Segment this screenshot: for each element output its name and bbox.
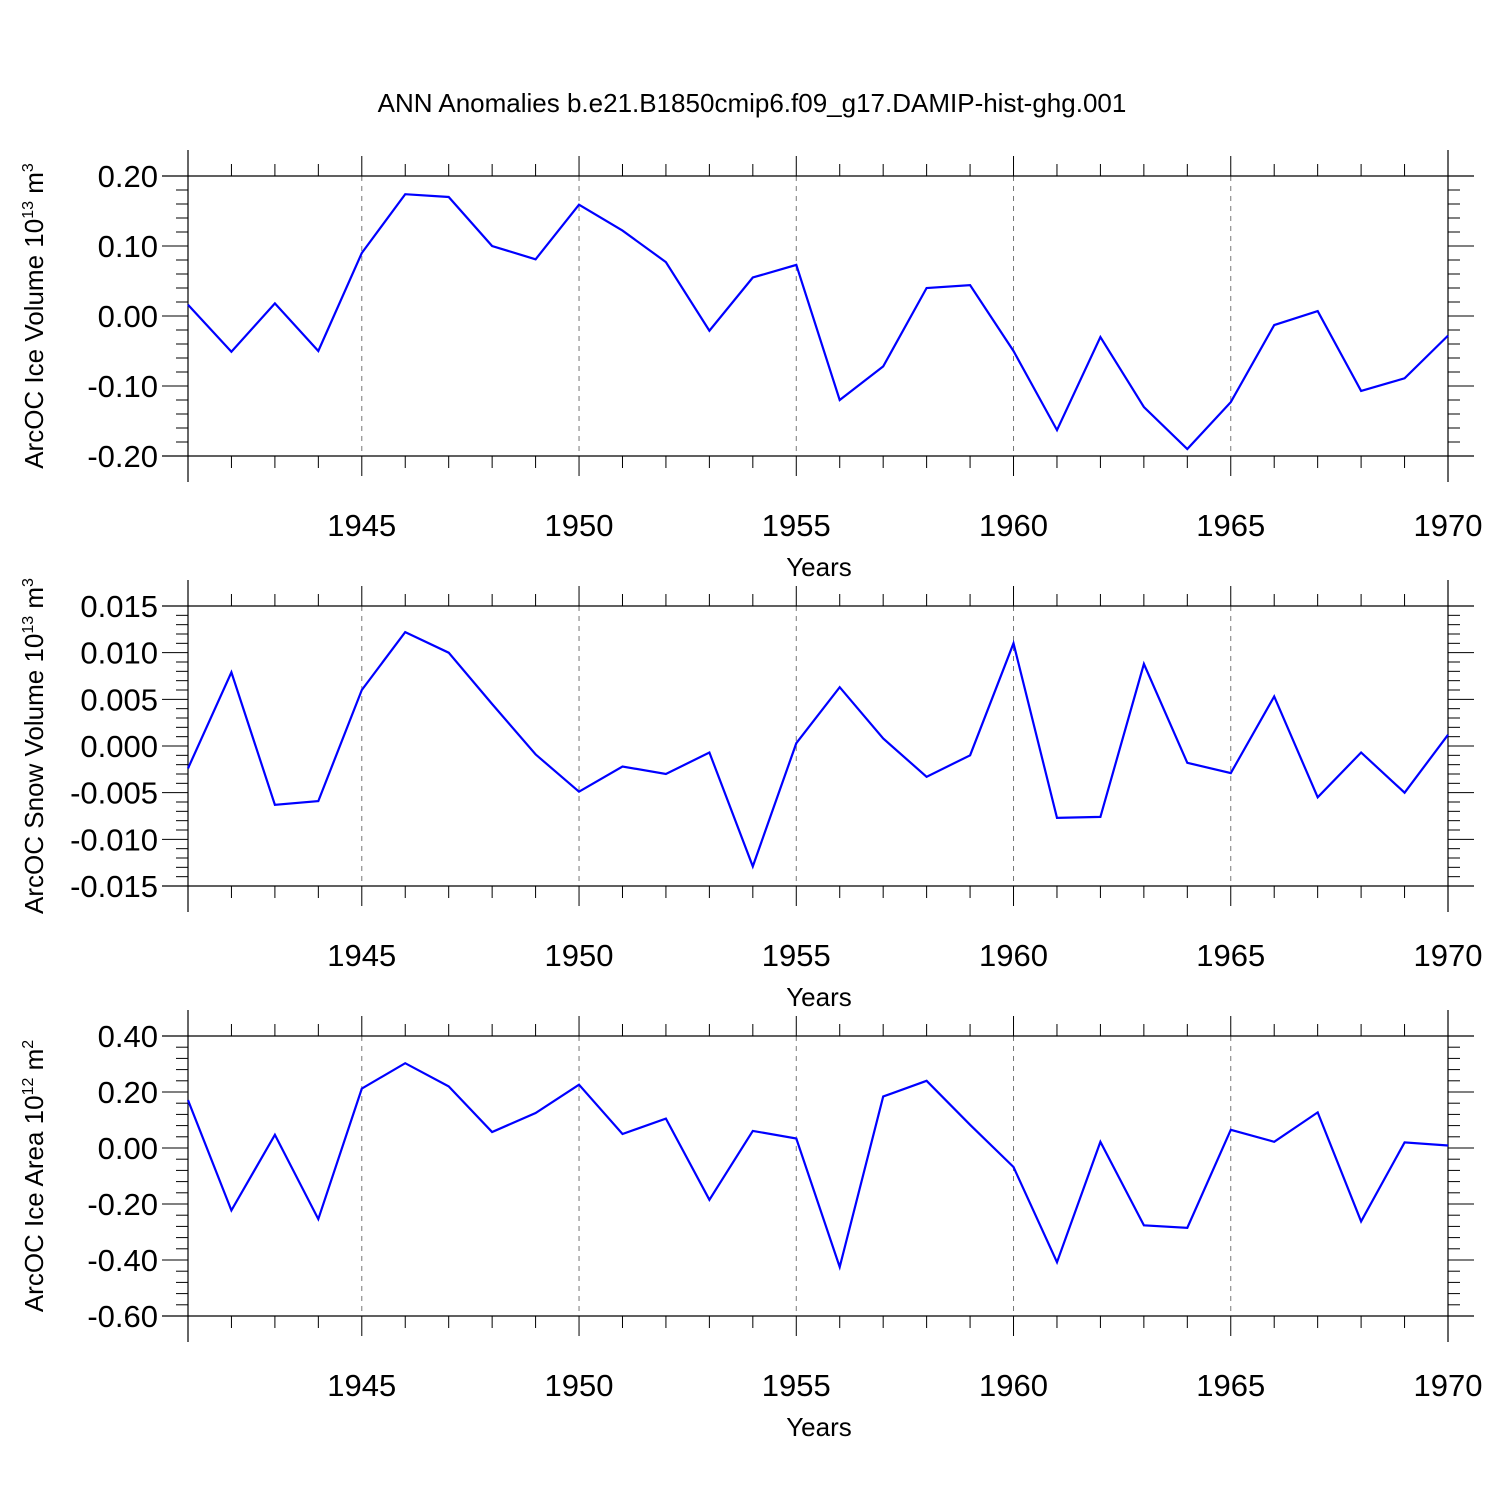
x-tick-label: 1945	[327, 1368, 396, 1403]
y-tick-label: 0.00	[98, 299, 158, 334]
y-tick-label: -0.40	[87, 1243, 158, 1278]
x-tick-label: 1960	[979, 938, 1048, 973]
y-tick-label: 0.20	[98, 1075, 158, 1110]
y-tick-label: -0.10	[87, 369, 158, 404]
y-axis-label-part: ArcOC Ice Volume 10	[19, 219, 49, 469]
y-axis-label-part: ArcOC Ice Area 10	[19, 1095, 49, 1312]
y-axis-label-part: 13	[20, 201, 37, 219]
y-tick-label: 0.005	[80, 682, 158, 717]
series-line	[186, 630, 1449, 870]
x-tick-label: 1970	[1414, 1368, 1483, 1403]
y-tick-label: -0.005	[70, 776, 158, 811]
y-tick-label: -0.20	[87, 1187, 158, 1222]
x-axis-label: Years	[786, 982, 852, 1012]
y-tick-label: -0.010	[70, 822, 158, 857]
x-tick-label: 1955	[762, 1368, 831, 1403]
y-tick-label: -0.20	[87, 439, 158, 474]
x-tick-label: 1955	[762, 508, 831, 543]
x-tick-label: 1965	[1196, 508, 1265, 543]
y-tick-label: 0.015	[80, 589, 158, 624]
panel-3: -0.60 -0.40 -0.20 0.00 0.20 0.40 1945 1950 1955 1…	[19, 1010, 1482, 1442]
chart-panels: -0.20 -0.10 0.00 0.10 0.20 1945 1950 1955 1960 19…	[19, 150, 1482, 1442]
y-tick-label: -0.015	[70, 869, 158, 904]
y-axis-label-part: 3	[20, 578, 37, 587]
y-tick-label: 0.40	[98, 1019, 158, 1054]
y-tick-label: 0.20	[98, 159, 158, 194]
x-tick-label: 1950	[545, 1368, 614, 1403]
y-axis-label-part: ArcOC Snow Volume 10	[19, 634, 49, 914]
y-axis-label-part: m	[19, 1049, 49, 1078]
y-axis-label-part: m	[19, 172, 49, 201]
y-tick-label: 0.000	[80, 729, 158, 764]
y-axis-label-part: m	[19, 587, 49, 616]
y-axis-label: ArcOC Snow Volume 1013 m3	[19, 578, 49, 914]
y-axis-label: ArcOC Ice Volume 1013 m3	[19, 163, 49, 469]
y-tick-label: 0.010	[80, 636, 158, 671]
y-axis-label-part: 12	[20, 1078, 37, 1096]
y-axis-label: ArcOC Ice Area 1012 m2	[19, 1040, 49, 1312]
y-axis-label-part: 2	[20, 1040, 37, 1049]
chart-title: ANN Anomalies b.e21.B1850cmip6.f09_g17.D…	[378, 88, 1127, 118]
x-tick-label: 1970	[1414, 508, 1483, 543]
x-axis-label: Years	[786, 1412, 852, 1442]
x-tick-label: 1965	[1196, 1368, 1265, 1403]
y-tick-label: -0.60	[87, 1299, 158, 1334]
y-tick-label: 0.10	[98, 229, 158, 264]
y-tick-label: 0.00	[98, 1131, 158, 1166]
x-axis-label: Years	[786, 552, 852, 582]
x-tick-label: 1950	[545, 508, 614, 543]
x-tick-label: 1945	[327, 938, 396, 973]
panel-2: -0.015 -0.010 -0.005 0.000 0.005 0.010 0.015 19…	[19, 578, 1482, 1012]
x-tick-label: 1970	[1414, 938, 1483, 973]
x-tick-label: 1960	[979, 1368, 1048, 1403]
x-tick-label: 1965	[1196, 938, 1265, 973]
x-tick-label: 1945	[327, 508, 396, 543]
x-tick-label: 1960	[979, 508, 1048, 543]
y-axis-label-part: 3	[20, 163, 37, 172]
y-axis-label-part: 13	[20, 616, 37, 634]
series-line	[187, 193, 1449, 451]
x-tick-label: 1950	[545, 938, 614, 973]
panel-1: -0.20 -0.10 0.00 0.10 0.20 1945 1950 1955 1960 19…	[19, 150, 1482, 582]
x-tick-label: 1955	[762, 938, 831, 973]
series-line	[186, 1061, 1449, 1271]
